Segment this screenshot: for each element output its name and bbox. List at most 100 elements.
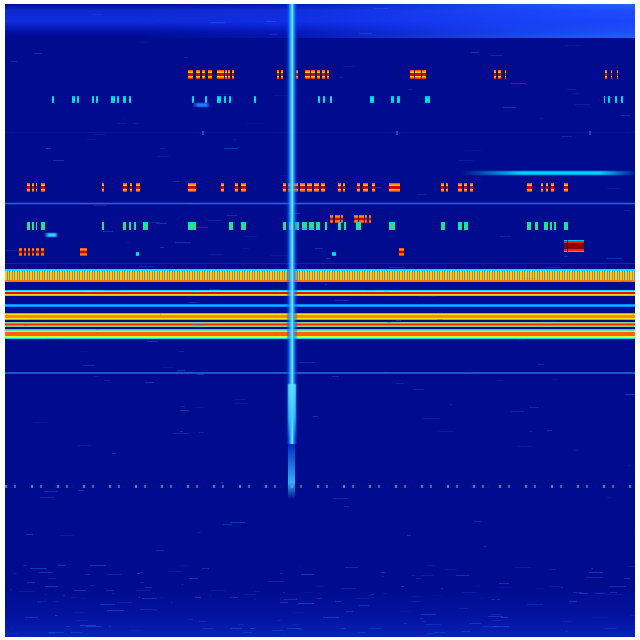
- noise-speckle: [23, 564, 27, 566]
- noise-speckle: [27, 582, 35, 584]
- noise-speckle: [339, 76, 344, 78]
- noise-speckle: [396, 319, 401, 321]
- noise-speckle: [188, 202, 200, 204]
- marker-cell: [340, 214, 343, 223]
- noise-speckle: [381, 571, 385, 573]
- noise-speckle: [46, 338, 63, 340]
- noise-speckle: [491, 54, 503, 56]
- bright-stripe-layer: [5, 4, 635, 637]
- noise-speckle: [620, 281, 632, 283]
- noise-speckle: [137, 572, 140, 574]
- marker-cell: [305, 70, 311, 80]
- marker-cell: [317, 70, 320, 80]
- carrier-vertical-lower: [288, 444, 295, 499]
- noise-speckle: [297, 228, 315, 230]
- noise-speckle: [39, 571, 54, 573]
- noise-speckle: [192, 323, 202, 325]
- marker-row-layer: [5, 4, 635, 637]
- noise-speckle: [267, 580, 284, 582]
- noise-speckle: [590, 568, 593, 570]
- noise-speckle: [388, 266, 405, 268]
- bright-stripe: [5, 322, 635, 328]
- noise-speckle: [179, 410, 190, 412]
- marker-cell: [398, 248, 404, 257]
- noise-speckle: [24, 325, 27, 327]
- noise-speckle: [511, 82, 526, 84]
- spectrogram-plot-area[interactable]: [5, 4, 635, 637]
- marker-cell: [422, 70, 427, 80]
- noise-speckle: [525, 277, 537, 279]
- noise-speckle: [382, 372, 390, 374]
- noise-speckle: [528, 407, 540, 409]
- noise-speckle: [298, 361, 316, 363]
- noise-speckle: [297, 566, 300, 568]
- marker-cell: [550, 221, 553, 231]
- marker-cell: [193, 221, 196, 231]
- noise-speckle: [457, 160, 474, 162]
- noise-speckle: [197, 373, 204, 375]
- marker-cell: [415, 70, 422, 80]
- noise-speckle: [386, 322, 392, 324]
- noise-speckle: [104, 379, 111, 381]
- noise-speckle: [623, 578, 630, 580]
- noise-speckle: [159, 148, 167, 150]
- noise-speckle: [147, 341, 158, 343]
- marker-cell: [526, 183, 532, 192]
- noise-speckle: [93, 134, 106, 136]
- noise-speckle: [132, 123, 139, 125]
- noise-speckle: [172, 181, 180, 183]
- noise-speckle: [159, 247, 164, 249]
- marker-row: [5, 95, 635, 103]
- marker-cell: [615, 95, 618, 103]
- noise-speckle: [93, 376, 99, 378]
- marker-cell: [35, 221, 38, 231]
- marker-cell: [232, 70, 235, 80]
- noise-speckle: [79, 351, 89, 353]
- marker-cell: [117, 95, 120, 103]
- noise-speckle: [546, 267, 561, 269]
- noise-speckle: [216, 94, 232, 96]
- bright-stripe: [5, 303, 635, 307]
- marker-cell: [568, 240, 584, 253]
- marker-cell: [27, 248, 30, 257]
- noise-speckle: [243, 248, 249, 250]
- marker-cell: [554, 221, 557, 231]
- marker-cell: [254, 95, 257, 103]
- marker-cell: [235, 183, 239, 192]
- noise-speckle: [315, 248, 324, 250]
- bright-stripe: [5, 329, 635, 340]
- marker-cell: [394, 183, 400, 192]
- noise-speckle: [43, 490, 59, 492]
- noise-speckle: [183, 56, 189, 58]
- horizontal-line: [5, 202, 635, 204]
- noise-speckle: [547, 430, 553, 432]
- noise-speckle: [234, 138, 236, 140]
- noise-speckle: [33, 422, 48, 424]
- noise-speckle: [156, 223, 167, 225]
- marker-row: [5, 201, 635, 205]
- noise-speckle: [280, 572, 284, 574]
- marker-cell: [337, 183, 341, 192]
- noise-speckle: [48, 578, 56, 580]
- noise-speckle: [423, 418, 440, 420]
- noise-speckle: [246, 122, 263, 124]
- noise-speckle: [332, 376, 340, 378]
- marker-cell: [551, 183, 555, 192]
- noise-speckle: [178, 350, 185, 352]
- noise-speckle: [438, 430, 456, 432]
- noise-speckle: [483, 546, 486, 548]
- marker-row: [5, 248, 635, 257]
- marker-cell: [201, 70, 205, 80]
- marker-cell: [608, 95, 611, 103]
- marker-cell: [123, 183, 128, 192]
- marker-cell: [605, 70, 608, 80]
- marker-cell: [188, 70, 194, 80]
- noise-speckle: [362, 202, 365, 204]
- marker-cell: [356, 221, 362, 231]
- marker-cell: [441, 221, 446, 231]
- marker-cell: [588, 130, 591, 135]
- marker-cell: [41, 248, 45, 257]
- noise-speckle: [334, 300, 350, 302]
- marker-cell: [409, 70, 414, 80]
- marker-cell: [369, 214, 372, 223]
